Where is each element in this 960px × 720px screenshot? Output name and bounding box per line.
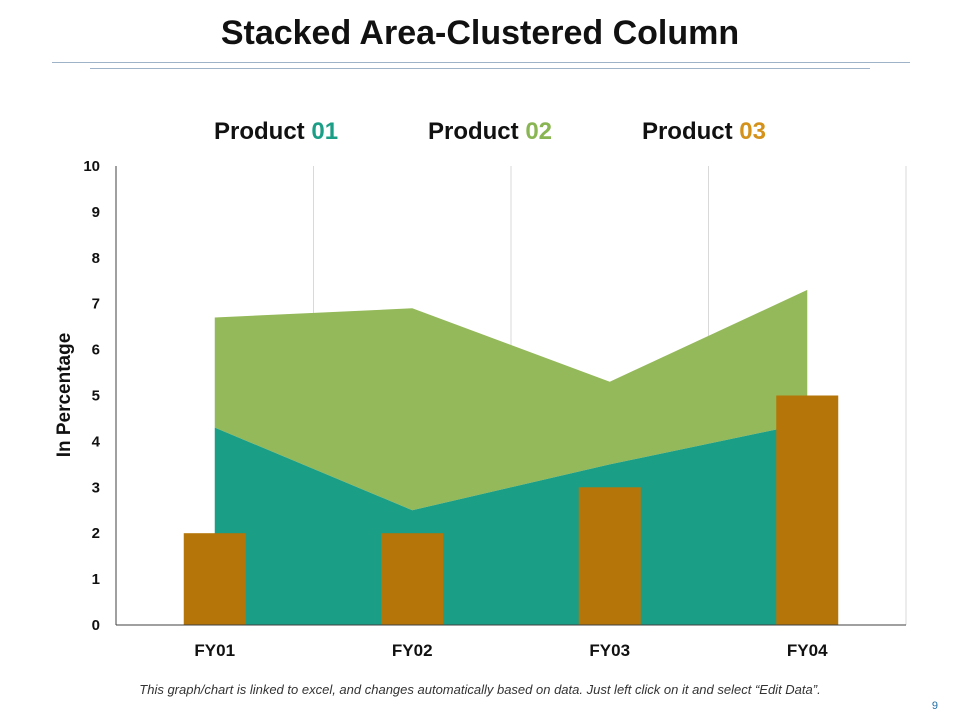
y-tick-label: 1: [92, 571, 100, 588]
column-series: [183, 395, 839, 625]
y-tick-label: 8: [92, 250, 100, 267]
x-tick-label: FY01: [194, 641, 235, 660]
y-tick-label: 0: [92, 617, 100, 634]
footer-note: This graph/chart is linked to excel, and…: [139, 682, 821, 697]
area-product-02: [214, 289, 808, 511]
legend-item-product-02[interactable]: Product 02: [414, 118, 566, 146]
title-divider: [52, 62, 910, 63]
legend-item-product-03[interactable]: Product 03: [628, 118, 780, 146]
area-series: [214, 289, 808, 625]
y-tick-label: 6: [92, 342, 100, 359]
legend-prefix: Product: [427, 118, 526, 145]
legend-item-product-01[interactable]: Product 01: [200, 118, 352, 146]
bar-fy02: [381, 533, 444, 625]
y-tick-label: 4: [92, 433, 101, 450]
x-tick-label: FY02: [392, 641, 433, 660]
x-tick-label: FY03: [589, 641, 630, 660]
legend-number: 02: [525, 118, 553, 145]
y-tick-label: 3: [92, 479, 100, 496]
chart-legend: Product 01 Product 02 Product 03: [200, 118, 780, 146]
title-divider-secondary: [90, 68, 870, 69]
y-tick-label: 9: [92, 204, 100, 221]
y-tick-label: 2: [92, 525, 100, 542]
y-tick-label: 10: [83, 158, 100, 175]
legend-number: 01: [311, 118, 339, 145]
area-product-01: [214, 423, 808, 625]
page-number: 9: [931, 700, 938, 712]
slide-title: Stacked Area-Clustered Column: [220, 14, 740, 52]
bar-fy04: [776, 395, 839, 625]
x-tick-label: FY04: [787, 641, 828, 660]
legend-prefix: Product: [214, 118, 312, 145]
legend-prefix: Product: [641, 118, 740, 145]
chart-axes: [115, 166, 906, 626]
y-tick-label: 5: [92, 388, 100, 405]
legend-number: 03: [739, 118, 766, 145]
y-tick-label: 7: [92, 296, 100, 313]
bar-fy01: [183, 533, 246, 625]
bar-fy03: [578, 487, 641, 625]
tick-labels: 0 1 2 3 4 5 6 7 8 9 10 FY01 FY02 FY03 FY04: [83, 158, 828, 660]
